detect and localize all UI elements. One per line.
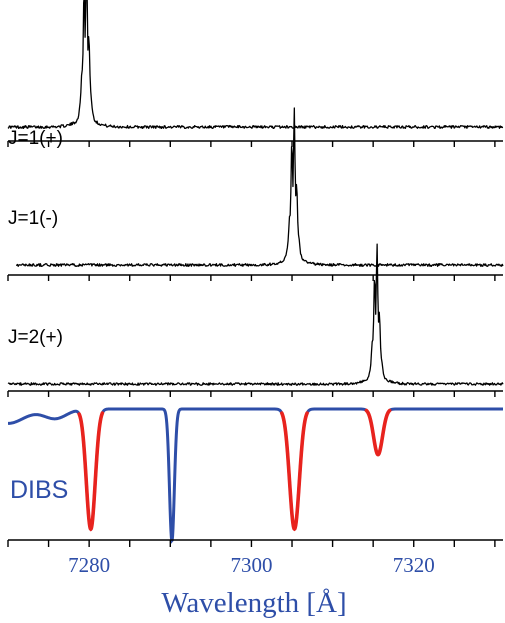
x-tick-label: 7300: [230, 553, 272, 577]
panel-label: J=1(-): [8, 208, 58, 229]
dibs-matched-band: [77, 411, 105, 532]
emission-trace: [7, 0, 504, 130]
x-axis: 7280 7300 7320: [7, 539, 503, 577]
x-tick-label: 7320: [393, 553, 435, 577]
dibs-matched-band: [364, 408, 392, 457]
emission-trace: [15, 107, 504, 267]
emission-trace: [7, 243, 504, 386]
dibs-label: DIBS: [10, 476, 68, 504]
dibs-panel: DIBS: [8, 407, 503, 545]
panel-label: J=1(+): [8, 128, 63, 149]
x-axis-title: Wavelength [Å]: [161, 587, 346, 619]
emission-panels: J=1(+) J=1(-) J=2(+): [7, 0, 504, 397]
panel-2: J=1(-): [7, 107, 504, 281]
panel-3: J=2(+): [7, 243, 504, 397]
dibs-matched-band: [279, 411, 309, 532]
panel-1: J=1(+): [7, 0, 504, 149]
x-tick-label: 7280: [68, 553, 110, 577]
panel-label: J=2(+): [8, 327, 63, 348]
